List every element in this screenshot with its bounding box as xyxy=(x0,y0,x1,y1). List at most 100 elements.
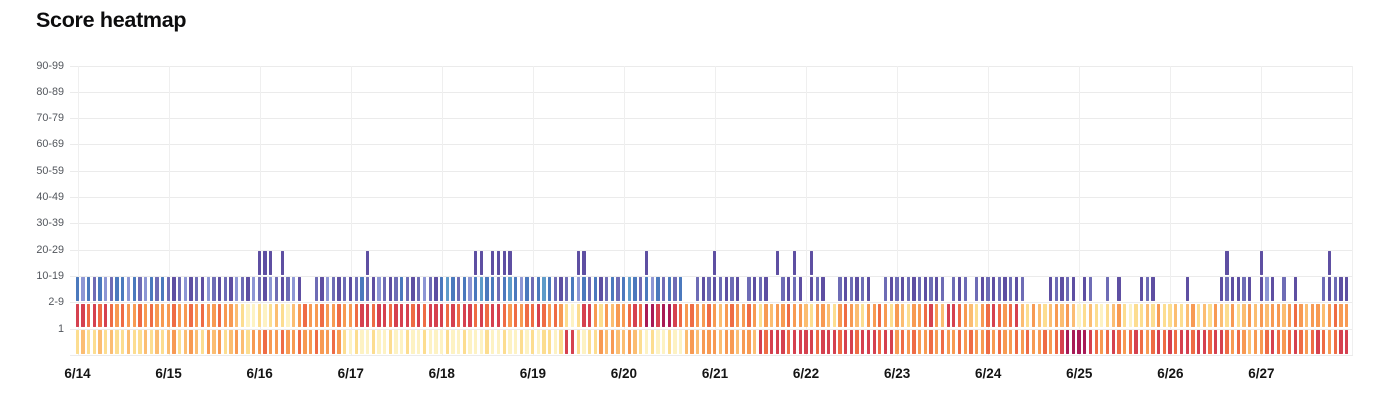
heatmap-cell[interactable] xyxy=(400,277,404,301)
heatmap-cell[interactable] xyxy=(883,277,888,301)
heatmap-cell[interactable] xyxy=(809,303,814,328)
heatmap-cell[interactable] xyxy=(479,277,484,301)
heatmap-cell[interactable] xyxy=(491,277,495,301)
heatmap-cell[interactable] xyxy=(451,277,455,301)
heatmap-cell[interactable] xyxy=(1077,329,1081,354)
heatmap-cell[interactable] xyxy=(439,329,444,354)
heatmap-cell[interactable] xyxy=(923,329,928,354)
heatmap-cell[interactable] xyxy=(183,277,188,301)
heatmap-cell[interactable] xyxy=(667,303,671,328)
heatmap-cell[interactable] xyxy=(1310,303,1315,328)
heatmap-cell[interactable] xyxy=(104,329,108,354)
heatmap-cell[interactable] xyxy=(826,329,831,354)
heatmap-cell[interactable] xyxy=(1185,303,1189,328)
heatmap-cell[interactable] xyxy=(809,250,814,275)
heatmap-cell[interactable] xyxy=(252,329,256,354)
heatmap-cell[interactable] xyxy=(178,277,182,301)
heatmap-cell[interactable] xyxy=(235,277,239,301)
heatmap-cell[interactable] xyxy=(923,303,928,328)
heatmap-cell[interactable] xyxy=(223,277,227,301)
heatmap-cell[interactable] xyxy=(383,277,387,301)
heatmap-cell[interactable] xyxy=(109,277,114,301)
heatmap-cell[interactable] xyxy=(81,277,85,301)
heatmap-cell[interactable] xyxy=(963,277,967,301)
heatmap-cell[interactable] xyxy=(508,277,512,301)
heatmap-cell[interactable] xyxy=(1333,303,1337,328)
heatmap-cell[interactable] xyxy=(974,329,979,354)
heatmap-cell[interactable] xyxy=(758,329,762,354)
heatmap-cell[interactable] xyxy=(92,329,97,354)
heatmap-cell[interactable] xyxy=(861,303,865,328)
heatmap-cell[interactable] xyxy=(1327,329,1332,354)
heatmap-cell[interactable] xyxy=(548,329,552,354)
heatmap-cell[interactable] xyxy=(678,277,683,301)
heatmap-cell[interactable] xyxy=(485,303,489,328)
heatmap-cell[interactable] xyxy=(1054,277,1058,301)
heatmap-cell[interactable] xyxy=(889,303,893,328)
heatmap-cell[interactable] xyxy=(291,303,296,328)
heatmap-cell[interactable] xyxy=(451,303,455,328)
heatmap-cell[interactable] xyxy=(297,277,301,301)
heatmap-cell[interactable] xyxy=(1276,329,1280,354)
heatmap-cell[interactable] xyxy=(1219,329,1224,354)
heatmap-cell[interactable] xyxy=(337,303,341,328)
heatmap-cell[interactable] xyxy=(633,277,637,301)
heatmap-cell[interactable] xyxy=(639,277,643,301)
heatmap-cell[interactable] xyxy=(143,329,148,354)
heatmap-cell[interactable] xyxy=(1242,303,1246,328)
heatmap-cell[interactable] xyxy=(428,329,432,354)
heatmap-cell[interactable] xyxy=(75,303,79,328)
heatmap-cell[interactable] xyxy=(229,329,233,354)
heatmap-cell[interactable] xyxy=(701,277,706,301)
heatmap-cell[interactable] xyxy=(303,303,307,328)
heatmap-cell[interactable] xyxy=(1020,329,1024,354)
heatmap-cell[interactable] xyxy=(1259,303,1263,328)
heatmap-cell[interactable] xyxy=(508,250,512,275)
heatmap-cell[interactable] xyxy=(667,329,671,354)
heatmap-cell[interactable] xyxy=(1259,250,1263,275)
heatmap-cell[interactable] xyxy=(411,277,415,301)
heatmap-cell[interactable] xyxy=(1026,329,1030,354)
heatmap-cell[interactable] xyxy=(143,277,148,301)
heatmap-cell[interactable] xyxy=(1327,250,1332,275)
heatmap-cell[interactable] xyxy=(1145,303,1150,328)
heatmap-cell[interactable] xyxy=(1014,329,1019,354)
heatmap-cell[interactable] xyxy=(229,303,233,328)
heatmap-cell[interactable] xyxy=(388,277,392,301)
heatmap-cell[interactable] xyxy=(417,329,421,354)
heatmap-cell[interactable] xyxy=(195,277,199,301)
heatmap-cell[interactable] xyxy=(1128,329,1132,354)
heatmap-cell[interactable] xyxy=(121,329,125,354)
heatmap-cell[interactable] xyxy=(115,303,119,328)
heatmap-cell[interactable] xyxy=(87,303,91,328)
heatmap-cell[interactable] xyxy=(582,277,586,301)
heatmap-cell[interactable] xyxy=(952,329,956,354)
heatmap-cell[interactable] xyxy=(422,329,427,354)
heatmap-cell[interactable] xyxy=(872,329,876,354)
heatmap-cell[interactable] xyxy=(713,329,717,354)
heatmap-cell[interactable] xyxy=(918,303,922,328)
heatmap-cell[interactable] xyxy=(462,303,466,328)
heatmap-cell[interactable] xyxy=(587,277,592,301)
heatmap-cell[interactable] xyxy=(599,303,603,328)
heatmap-cell[interactable] xyxy=(439,277,444,301)
heatmap-cell[interactable] xyxy=(1248,329,1252,354)
heatmap-cell[interactable] xyxy=(1282,277,1286,301)
heatmap-cell[interactable] xyxy=(337,329,341,354)
heatmap-cell[interactable] xyxy=(1219,277,1224,301)
heatmap-cell[interactable] xyxy=(821,329,825,354)
heatmap-cell[interactable] xyxy=(1117,303,1121,328)
heatmap-cell[interactable] xyxy=(1094,329,1098,354)
heatmap-cell[interactable] xyxy=(536,303,540,328)
heatmap-cell[interactable] xyxy=(656,277,660,301)
heatmap-cell[interactable] xyxy=(912,277,916,301)
heatmap-cell[interactable] xyxy=(462,277,466,301)
heatmap-cell[interactable] xyxy=(126,303,131,328)
heatmap-cell[interactable] xyxy=(519,303,523,328)
heatmap-cell[interactable] xyxy=(861,277,865,301)
heatmap-cell[interactable] xyxy=(992,303,996,328)
heatmap-cell[interactable] xyxy=(240,329,244,354)
heatmap-cell[interactable] xyxy=(183,303,188,328)
heatmap-cell[interactable] xyxy=(1219,303,1224,328)
heatmap-cell[interactable] xyxy=(1145,329,1150,354)
